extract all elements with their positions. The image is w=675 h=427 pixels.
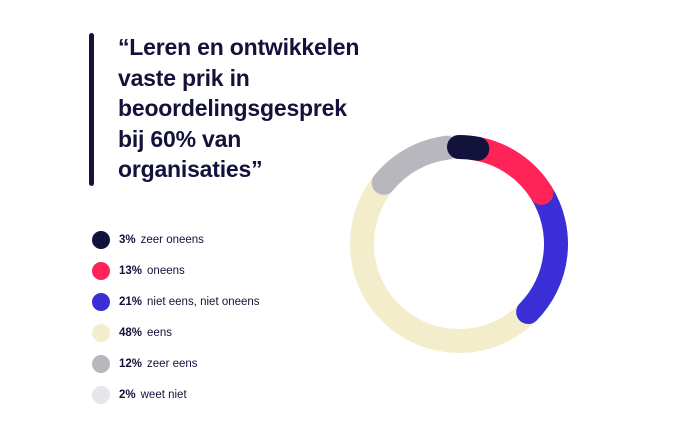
legend-item-eens: 48% eens [92,317,260,348]
donut-segment-niet-eens-niet-oneens [516,180,568,325]
legend-swatch [92,230,110,249]
legend-item-oneens: 13% oneens [92,255,260,286]
donut-segment-zeer-oneens [447,135,490,161]
legend-label: weet niet [140,388,187,401]
legend-item-neutraal: 21% niet eens, niet oneens [92,286,260,317]
legend-percent: 2% [119,388,136,401]
legend-label: zeer oneens [140,233,204,246]
legend-label: eens [147,326,172,339]
chart-legend: 3% zeer oneens 13% oneens 21% niet eens,… [92,224,260,410]
legend-percent: 12% [119,357,143,370]
donut-segment-zeer-eens [371,135,459,195]
legend-swatch [92,292,110,311]
legend-swatch [92,323,110,342]
legend-item-zeer-eens: 12% zeer eens [92,348,260,379]
donut-segment-eens [350,170,541,353]
legend-percent: 13% [119,264,143,277]
legend-percent: 3% [119,233,136,246]
legend-percent: 21% [119,295,143,308]
legend-percent: 48% [119,326,143,339]
legend-item-weet-niet: 2% weet niet [92,379,260,410]
legend-swatch [92,261,110,280]
quote-accent-bar [89,33,94,186]
legend-label: niet eens, niet oneens [147,295,260,308]
legend-label: zeer eens [147,357,198,370]
chart-title: “Leren en ontwikkelen vaste prik in beoo… [118,34,360,182]
legend-swatch [92,354,110,373]
legend-swatch [92,385,110,404]
legend-item-zeer-oneens: 3% zeer oneens [92,224,260,255]
legend-label: oneens [147,264,185,277]
